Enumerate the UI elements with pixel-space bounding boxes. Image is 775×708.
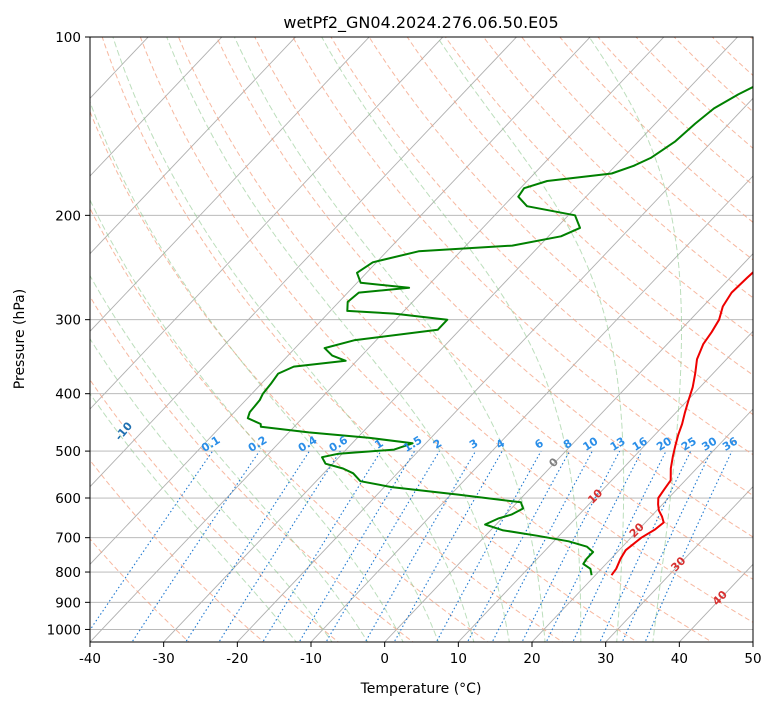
y-tick-label: 1000	[47, 622, 81, 638]
x-tick-label: 10	[450, 651, 467, 667]
y-tick-label: 700	[55, 531, 81, 547]
x-axis-label: Temperature (°C)	[360, 681, 482, 697]
mixing-ratio-line	[185, 450, 310, 642]
dry-adiabat-line	[406, 37, 753, 376]
isotherm-line	[605, 486, 753, 642]
x-tick-label: -30	[153, 651, 175, 667]
isotherm-line	[90, 37, 518, 488]
mixing-ratio-line	[325, 450, 440, 642]
isotherm-line	[90, 37, 665, 642]
x-tick-label: 20	[523, 651, 540, 667]
y-axis-label: Pressure (hPa)	[12, 289, 28, 389]
y-tick-label: 100	[55, 30, 81, 46]
temperature-profile-line	[610, 271, 753, 576]
moist-adiabat-line	[588, 37, 682, 642]
mixing-ratio-line	[90, 450, 214, 631]
moist-adiabat-line	[90, 198, 404, 642]
mixing-ratio-line	[621, 450, 712, 642]
dry-adiabat-line	[521, 37, 753, 261]
moist-adiabat-line	[90, 274, 369, 642]
x-tick-label: -40	[79, 651, 101, 667]
isotherm-line	[90, 37, 370, 332]
mixing-ratio-line	[521, 450, 621, 642]
mixing-ratio-lines	[90, 450, 733, 642]
dry-adiabat-line	[254, 37, 753, 538]
moist-adiabat-line	[90, 100, 440, 642]
isotherm-line	[310, 175, 753, 642]
mixing-ratio-line	[466, 450, 571, 642]
moist-adiabat-line	[90, 392, 297, 642]
isotherm-line	[236, 97, 753, 642]
dry-adiabat-line	[330, 37, 753, 456]
isotherm-line	[163, 37, 739, 642]
moist-adiabat-line	[436, 37, 625, 642]
mixing-ratio-line	[262, 450, 382, 642]
dry-adiabat-line	[90, 295, 414, 642]
mixing-ratio-line	[364, 450, 477, 642]
x-tick-label: -10	[300, 651, 322, 667]
y-tick-label: 600	[55, 491, 81, 507]
isotherm-line	[90, 37, 297, 255]
y-tick-label: 800	[55, 565, 81, 581]
isotherm-line	[384, 253, 753, 642]
mixing-ratio-line	[599, 450, 692, 642]
dry-adiabat-line	[101, 37, 639, 642]
x-tick-label: 50	[744, 651, 761, 667]
dry-adiabat-line	[90, 378, 340, 642]
dry-adiabat-line	[444, 37, 753, 337]
mixing-ratio-line	[218, 450, 341, 642]
isotherm-lines	[90, 37, 753, 642]
chart-title: wetPf2_GN04.2024.276.06.50.E05	[283, 13, 558, 33]
dry-adiabat-line	[177, 37, 753, 623]
x-tick-label: 30	[597, 651, 614, 667]
moist-adiabat-line	[233, 37, 546, 642]
isotherm-line	[457, 330, 753, 642]
x-tick-label: 40	[671, 651, 688, 667]
isotherm-line	[90, 37, 223, 177]
dry-adiabat-line	[139, 37, 713, 642]
plot-frame	[89, 36, 754, 643]
dewpoint-profile-line	[246, 85, 753, 576]
y-tick-label: 300	[55, 313, 81, 329]
isotherm-line	[90, 37, 444, 410]
x-tick-label: -20	[226, 651, 248, 667]
y-tick-label: 200	[55, 208, 81, 224]
dry-adiabat-line	[216, 37, 753, 580]
isotherm-line	[90, 37, 591, 565]
dry-adiabat-lines	[90, 37, 753, 642]
moist-adiabat-line	[166, 37, 510, 642]
x-tick-label: 0	[380, 651, 389, 667]
dry-adiabat-line	[90, 207, 489, 642]
mixing-ratio-line	[131, 450, 260, 642]
y-tick-label: 400	[55, 387, 81, 403]
y-tick-label: 900	[55, 595, 81, 611]
x-axis-ticks: -40 -30 -20 -10 0 10 20 30 40 50	[79, 642, 762, 667]
isotherm-line	[531, 408, 753, 642]
mixing-ratio-line	[491, 450, 593, 642]
y-tick-label: 500	[55, 444, 81, 460]
y-axis-ticks: 1000 900 800 700 600 500 400 300 200 100	[47, 30, 90, 638]
dry-adiabat-line	[292, 37, 753, 497]
moist-adiabat-line	[90, 337, 333, 642]
profile-series	[246, 85, 753, 576]
